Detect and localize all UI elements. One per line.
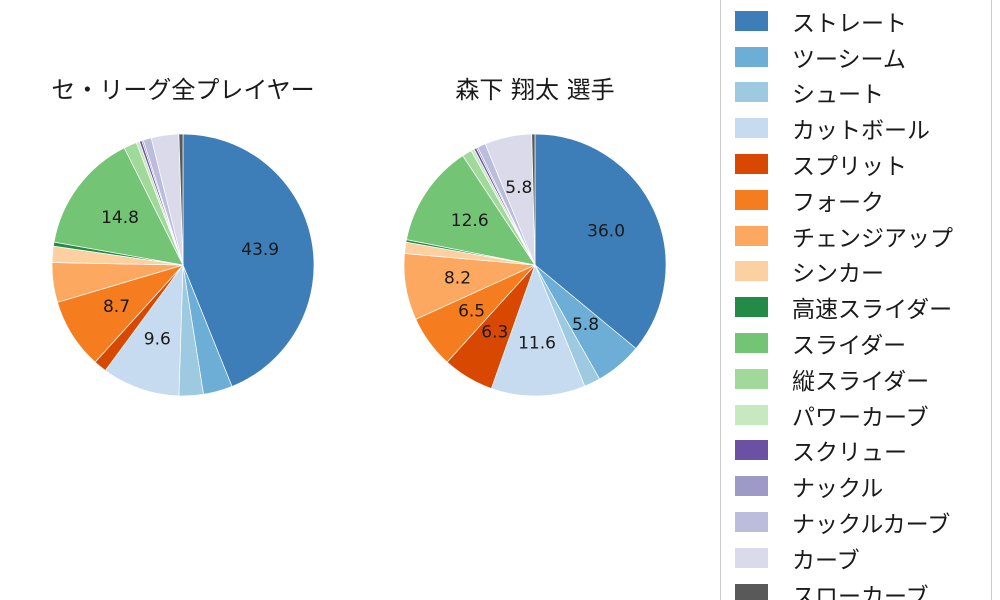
pie-value-label: 6.3 xyxy=(481,323,508,343)
pie-slice-カットボール xyxy=(490,264,586,396)
legend-item-高速スライダー: 高速スライダー xyxy=(735,289,991,325)
legend-item-ナックルカーブ: ナックルカーブ xyxy=(735,504,991,540)
pie-value-label: 36.0 xyxy=(587,222,625,242)
chart-title-league: セ・リーグ全プレイヤー xyxy=(51,76,315,104)
legend-label: シンカー xyxy=(792,261,884,288)
legend-item-カーブ: カーブ xyxy=(735,540,991,576)
legend-item-ツーシーム: ツーシーム xyxy=(735,39,991,75)
legend-swatch xyxy=(735,10,768,31)
legend-label: 縦スライダー xyxy=(792,368,930,395)
legend-item-スプリット: スプリット xyxy=(735,146,991,182)
legend-swatch xyxy=(735,46,768,67)
legend-label: スライダー xyxy=(792,333,907,360)
legend-item-シュート: シュート xyxy=(735,75,991,111)
pie-slice-ストレート xyxy=(182,134,314,387)
legend-label: スクリュー xyxy=(792,440,907,467)
legend-list: ストレートツーシームシュートカットボール スプリットフォークチェンジアップ シンカー… xyxy=(735,3,991,600)
legend-item-パワーカーブ: パワーカーブ xyxy=(735,397,991,433)
pie-chart-league: 43.9 9.6 8.7 14.8 xyxy=(52,134,314,396)
legend-label: フォーク xyxy=(792,189,884,216)
legend-swatch xyxy=(735,583,768,600)
pie-value-label: 43.9 xyxy=(241,240,279,260)
legend-swatch xyxy=(735,333,768,354)
pie-slice-スローカーブ xyxy=(531,134,536,266)
pie-value-label: 6.5 xyxy=(458,301,485,321)
legend-item-ストレート: ストレート xyxy=(735,3,991,39)
legend-swatch xyxy=(735,512,768,533)
pie-slice-スライダー xyxy=(406,155,536,266)
legend-label: ツーシーム xyxy=(792,46,906,73)
legend-swatch xyxy=(735,297,768,318)
pie-slice-スローカーブ xyxy=(178,134,184,266)
pitch-type-legend: ストレートツーシームシュートカットボール スプリットフォークチェンジアップ シンカー… xyxy=(720,0,992,600)
chart-title-player: 森下 翔太 選手 xyxy=(455,76,615,104)
pie-value-label: 11.6 xyxy=(518,334,556,354)
legend-swatch xyxy=(735,261,768,282)
legend-swatch xyxy=(735,225,768,246)
legend-label: ナックル xyxy=(792,476,884,503)
legend-swatch xyxy=(735,368,768,389)
pie-value-label: 8.2 xyxy=(444,268,471,288)
legend-item-ナックル: ナックル xyxy=(735,468,991,504)
legend-swatch xyxy=(735,476,768,497)
legend-swatch xyxy=(735,189,768,210)
pie-value-label: 14.8 xyxy=(101,208,139,228)
legend-label: パワーカーブ xyxy=(792,404,929,431)
legend-swatch xyxy=(735,82,768,103)
legend-label: スローカーブ xyxy=(792,583,929,600)
legend-item-スライダー: スライダー xyxy=(735,325,991,361)
pie-slice-ストレート xyxy=(534,134,666,349)
legend-label: シュート xyxy=(792,82,884,109)
legend-item-フォーク: フォーク xyxy=(735,182,991,218)
legend-swatch xyxy=(735,547,768,568)
legend-label: ナックルカーブ xyxy=(792,512,951,539)
legend-label: 高速スライダー xyxy=(792,297,953,324)
legend-item-スローカーブ: スローカーブ xyxy=(735,576,991,600)
legend-label: カーブ xyxy=(792,547,860,574)
legend-label: スプリット xyxy=(792,154,907,181)
pie-value-label: 5.8 xyxy=(572,315,599,335)
legend-item-シンカー: シンカー xyxy=(735,254,991,290)
legend-item-チェンジアップ: チェンジアップ xyxy=(735,218,991,254)
legend-label: カットボール xyxy=(792,118,930,145)
pie-value-label: 9.6 xyxy=(144,329,171,349)
pie-value-label: 5.8 xyxy=(505,178,532,198)
pie-slice-カットボール xyxy=(104,263,184,396)
pie-value-label: 12.6 xyxy=(451,211,489,231)
legend-label: ストレート xyxy=(792,10,907,37)
pie-chart-player: 36.0 5.8 11.6 6.36.5 8.2 12.6 5.8 xyxy=(404,134,666,396)
legend-swatch xyxy=(735,118,768,139)
legend-item-スクリュー: スクリュー xyxy=(735,433,991,469)
legend-swatch xyxy=(735,440,768,461)
legend-swatch xyxy=(735,404,768,425)
pie-value-label: 8.7 xyxy=(103,297,130,317)
pie-slice-スライダー xyxy=(53,147,184,266)
legend-label: チェンジアップ xyxy=(792,225,953,252)
legend-item-縦スライダー: 縦スライダー xyxy=(735,361,991,397)
legend-item-カットボール: カットボール xyxy=(735,110,991,146)
legend-swatch xyxy=(735,154,768,175)
